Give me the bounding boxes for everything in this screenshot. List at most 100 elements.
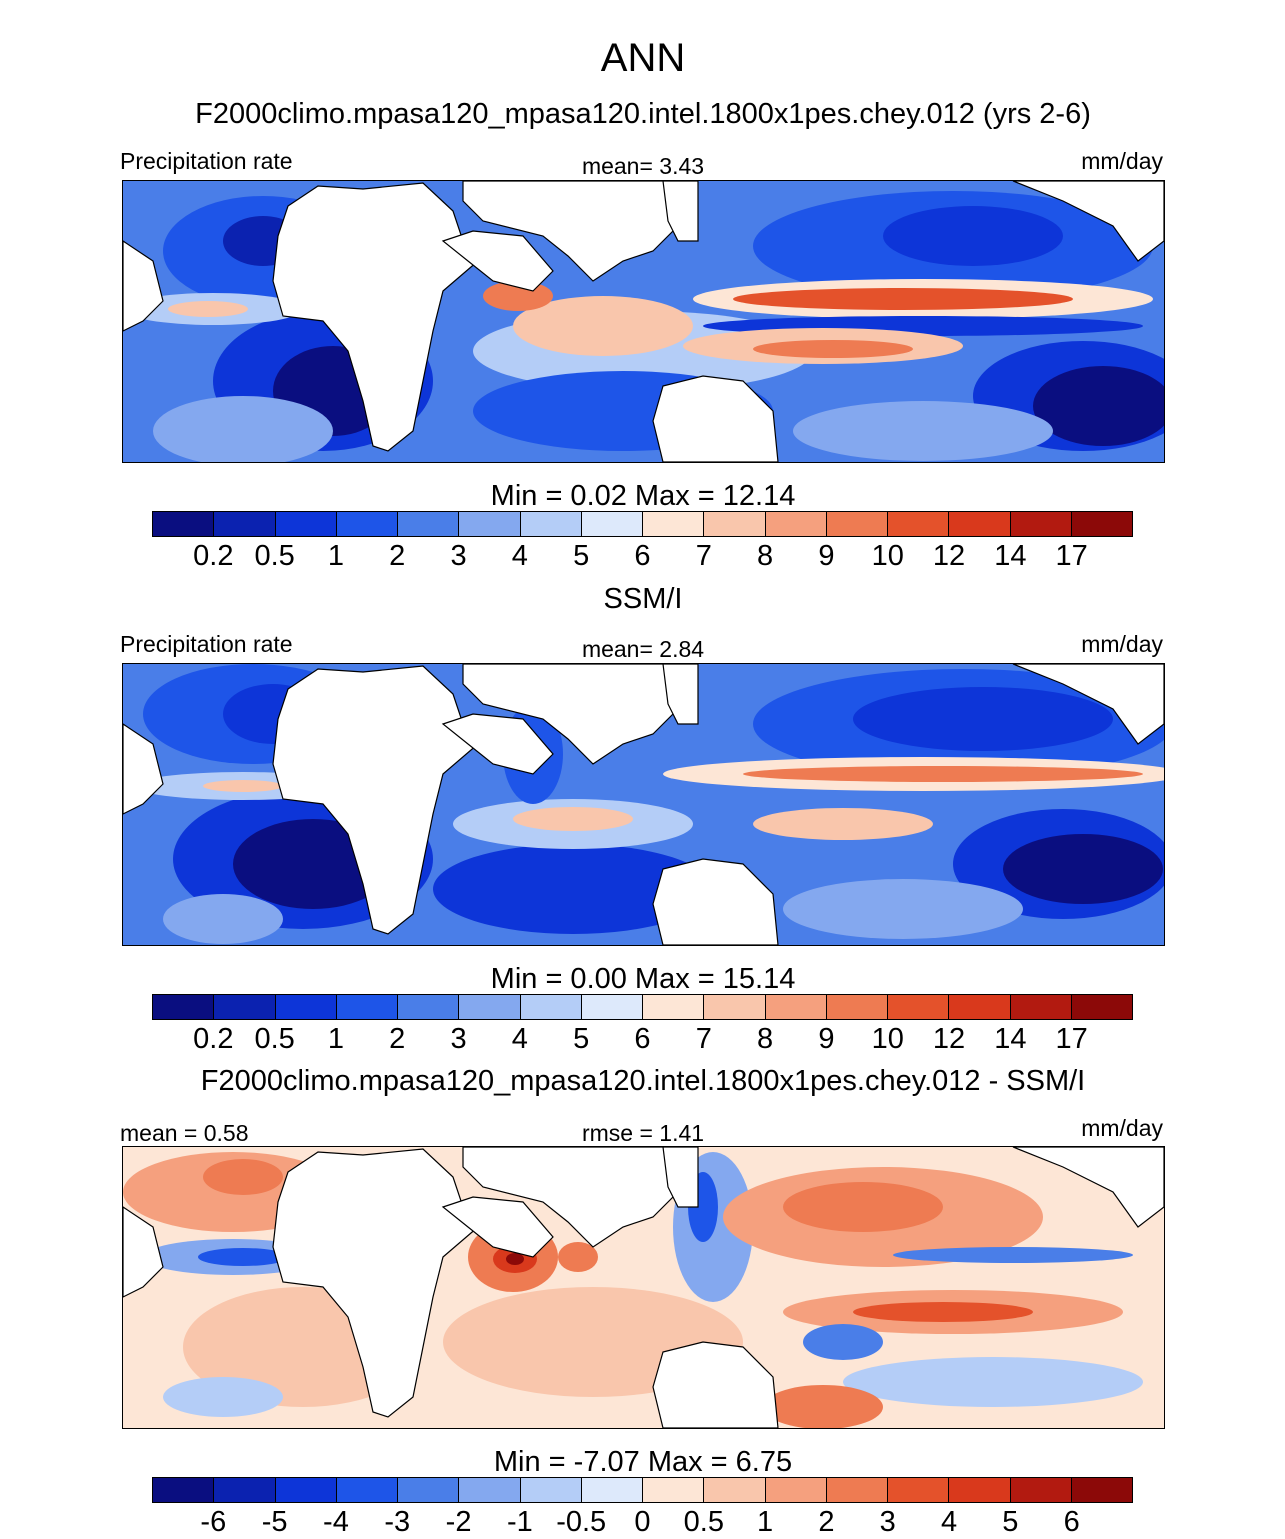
diff-region: [163, 1377, 283, 1417]
panel-2-map-svg: [123, 664, 1164, 945]
colorbar-tick-label: 8: [757, 540, 774, 572]
colorbar-swatch: [459, 1478, 521, 1502]
north-america-landmass: [1012, 181, 1164, 262]
colorbar-swatch: [153, 1478, 215, 1502]
colorbar-tick-label: 12: [932, 1023, 966, 1055]
colorbar-tick-label: 3: [879, 1506, 896, 1538]
colorbar-tick-label: 5: [573, 540, 590, 572]
colorbar-tick-label: 0: [634, 1506, 651, 1538]
colorbar-tick-label: -5: [261, 1506, 288, 1538]
colorbar-swatch: [1071, 512, 1132, 536]
colorbar-tick-label: 14: [994, 1023, 1027, 1055]
colorbar-tick-label: 10: [871, 540, 904, 572]
colorbar-tick-label: 6: [1063, 1506, 1080, 1538]
colorbar-tick-label: 0.2: [193, 540, 234, 572]
colorbar-tick-label: 0.2: [193, 1023, 234, 1055]
colorbar-swatch: [459, 995, 521, 1019]
colorbar-swatch: [888, 995, 950, 1019]
arabia-landmass: [441, 1196, 554, 1258]
panel-3-units-label: mm/day: [1081, 1115, 1163, 1141]
precip-region: [513, 807, 633, 831]
colorbar-swatch: [581, 512, 643, 536]
diff-region: [763, 1385, 883, 1428]
colorbar-tick-label: 6: [634, 1023, 651, 1055]
north-america-landmass: [1012, 1147, 1164, 1228]
precip-region: [168, 301, 248, 317]
diff-region: [843, 1357, 1143, 1407]
colorbar-tick-label: 8: [757, 1023, 774, 1055]
colorbar-swatch: [704, 995, 766, 1019]
australia-landmass: [652, 375, 779, 462]
colorbar-tick-label: -3: [384, 1506, 411, 1538]
colorbar-swatch: [888, 1478, 950, 1502]
colorbar-swatch: [336, 512, 398, 536]
panel-1-minmax: Min = 0.02 Max = 12.14: [490, 480, 796, 512]
panel-1-variable-label: Precipitation rate: [120, 148, 293, 174]
panel-3-colorbar: [152, 1477, 1133, 1503]
colorbar-tick-label: -2: [445, 1506, 472, 1538]
colorbar-swatch: [275, 512, 337, 536]
colorbar-swatch: [214, 1478, 276, 1502]
colorbar-tick-label: 3: [450, 540, 467, 572]
colorbar-swatch: [704, 1478, 766, 1502]
colorbar-tick-label: 9: [818, 540, 835, 572]
colorbar-swatch: [643, 512, 705, 536]
colorbar-swatch: [398, 512, 460, 536]
australia-landmass: [652, 1341, 779, 1428]
north-america-landmass: [1012, 664, 1164, 745]
colorbar-swatch: [214, 995, 276, 1019]
colorbar-swatch: [949, 995, 1011, 1019]
colorbar-tick-label: 6: [634, 540, 651, 572]
arabia-landmass: [441, 713, 554, 775]
colorbar-tick-label: 1: [327, 540, 345, 572]
precip-region: [153, 396, 333, 462]
precip-region: [783, 879, 1023, 939]
colorbar-tick-label: 9: [818, 1023, 835, 1055]
precip-region: [793, 401, 1053, 461]
panel-2-title: SSM/I: [603, 583, 683, 615]
colorbar-swatch: [826, 512, 888, 536]
precip-region: [853, 687, 1113, 751]
colorbar-swatch: [949, 1478, 1011, 1502]
colorbar-swatch: [459, 512, 521, 536]
diff-region: [506, 1253, 524, 1265]
colorbar-swatch: [581, 995, 643, 1019]
colorbar-tick-label: 0.5: [254, 1023, 295, 1055]
colorbar-swatch: [581, 1478, 643, 1502]
south-america-landmass: [123, 240, 164, 332]
panel-3-mean-label: mean = 0.58: [120, 1120, 249, 1146]
diff-region: [803, 1324, 883, 1360]
precip-region: [1033, 366, 1164, 446]
africa-landmass: [272, 1148, 479, 1418]
precip-region: [743, 766, 1143, 782]
africa-landmass: [272, 665, 479, 935]
colorbar-swatch: [520, 512, 582, 536]
colorbar-swatch: [765, 512, 827, 536]
colorbar-tick-label: 1: [757, 1506, 774, 1538]
colorbar-tick-label: 17: [1055, 540, 1088, 572]
diff-region: [203, 1159, 283, 1195]
colorbar-tick-label: -0.5: [556, 1506, 607, 1538]
colorbar-swatch: [765, 995, 827, 1019]
south-america-landmass: [123, 1206, 164, 1298]
panel-1-units-label: mm/day: [1081, 148, 1163, 174]
colorbar-swatch: [1010, 995, 1072, 1019]
panel-3-title: F2000climo.mpasa120_mpasa120.intel.1800x…: [200, 1065, 1086, 1097]
colorbar-tick-label: 5: [573, 1023, 590, 1055]
arabia-landmass: [441, 230, 554, 292]
colorbar-swatch: [275, 1478, 337, 1502]
colorbar-swatch: [398, 1478, 460, 1502]
colorbar-tick-label: 0.5: [683, 1506, 724, 1538]
panel-2-mean-label: mean= 2.84: [581, 636, 705, 662]
east-asia-landmass: [662, 664, 699, 725]
colorbar-swatch: [520, 995, 582, 1019]
colorbar-swatch: [153, 995, 215, 1019]
colorbar-tick-label: 4: [940, 1506, 958, 1538]
diff-region: [783, 1182, 943, 1232]
colorbar-tick-label: 1: [327, 1023, 345, 1055]
diff-region: [853, 1302, 1033, 1322]
colorbar-swatch: [214, 512, 276, 536]
precip-region: [1003, 834, 1163, 904]
colorbar-swatch: [765, 1478, 827, 1502]
precip-region: [753, 808, 933, 840]
